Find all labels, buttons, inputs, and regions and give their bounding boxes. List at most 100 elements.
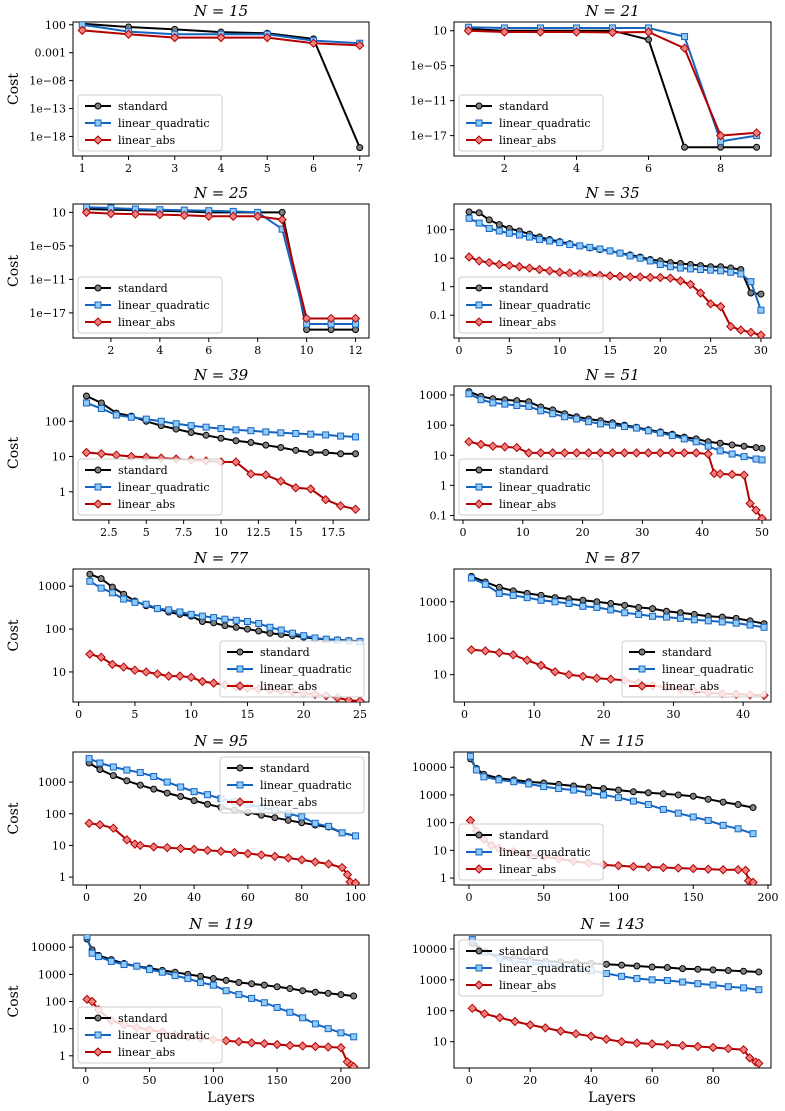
data-point [748,877,758,885]
chart-title: N = 39 [193,366,249,384]
x-tick-label: 5 [143,526,150,539]
data-point [82,399,90,407]
data-point [646,257,654,265]
data-point [716,447,724,455]
legend-label: linear_quadratic [499,299,591,312]
data-point [465,390,473,398]
data-point [534,264,545,275]
data-point [648,963,656,971]
legend-marker [94,284,102,292]
data-point [95,820,105,830]
series-standard [82,392,360,458]
data-point [77,25,87,36]
plot-area [466,572,769,701]
data-point [616,249,624,257]
data-point [476,439,486,450]
data-point [136,781,144,789]
data-point [155,209,165,220]
data-point [728,441,736,449]
data-point [495,583,503,591]
legend-label: linear_abs [260,796,318,809]
legend: standard linear_quadratic linear_abs [458,939,604,997]
data-point [108,823,119,833]
data-point [737,270,745,278]
data-point [586,243,594,251]
data-point [644,801,652,809]
data-point [515,231,523,239]
data-point [277,444,285,452]
data-point [84,818,94,828]
data-point [260,999,268,1007]
data-point [494,259,504,270]
data-point [674,791,682,799]
data-point [163,671,174,681]
data-point [752,455,760,463]
data-point [523,594,531,602]
data-point [337,432,345,440]
data-point [578,671,588,682]
data-point [187,429,195,437]
legend-entry-linear_abs: linear_abs [466,498,557,511]
legend-marker [638,665,646,673]
data-point [142,415,150,423]
plot-frame [453,21,772,157]
data-point [87,996,97,1007]
x-tick-label: 2 [125,162,132,175]
legend-entry-linear_quadratic: linear_quadratic [227,779,352,792]
data-point [190,788,198,796]
x-tick-label: 4 [156,344,163,357]
y-tick-label: 1e−08 [29,75,66,88]
data-point [311,1020,319,1028]
x-tick-label: 0 [456,344,463,357]
data-point [297,855,307,865]
data-point [586,1031,596,1041]
data-point [495,227,503,235]
series-line [89,580,361,643]
data-point [679,43,690,53]
data-point [150,773,158,781]
legend-box [621,640,767,698]
data-point [485,224,493,232]
x-tick-label: 40 [695,526,709,539]
data-point [724,983,732,991]
data-point [197,979,205,987]
legend-entry-standard: standard [466,829,549,842]
y-tick-label: 100 [426,224,447,237]
data-point [679,965,687,973]
y-tick-label: 1 [440,281,447,294]
data-point [685,279,696,290]
data-point [677,1040,688,1051]
data-point [536,236,544,244]
chart-panel-n95: N = 95 0 20 40 60 80 100 1000 100 10 1 Cost standard… [6,732,370,904]
y-tick-label: 1e−17 [29,307,66,320]
data-point [522,655,532,665]
data-point [525,402,533,410]
legend-marker [474,980,484,990]
chart-title: N = 115 [580,732,645,750]
legend-entry-standard: standard [227,762,310,775]
legend-entry-linear_quadratic: linear_quadratic [466,846,591,859]
data-point [726,321,736,332]
data-point [561,413,569,421]
legend-label: linear_quadratic [260,779,352,792]
x-tick-label: 25 [704,344,718,357]
data-point [709,966,717,974]
legend-marker [235,797,245,807]
chart-title: N = 15 [193,2,248,20]
y-tick-label: 100 [45,808,66,821]
data-point [704,442,712,450]
data-point [472,766,480,774]
data-point [122,835,132,845]
data-point [593,598,601,606]
data-point [338,829,346,837]
data-point [751,505,761,515]
data-point [495,776,503,784]
chart-title: N = 35 [584,184,639,202]
chart-panel-n21: N = 21 2 4 6 8 10 1e−05 1e−11 1e−17 standard linea… [410,2,772,175]
data-point [348,1061,359,1068]
series-linear_quadratic [467,574,768,631]
data-point [676,614,684,622]
data-point [259,1038,270,1049]
x-tick-label: 20 [653,344,667,357]
data-point [234,1037,244,1047]
